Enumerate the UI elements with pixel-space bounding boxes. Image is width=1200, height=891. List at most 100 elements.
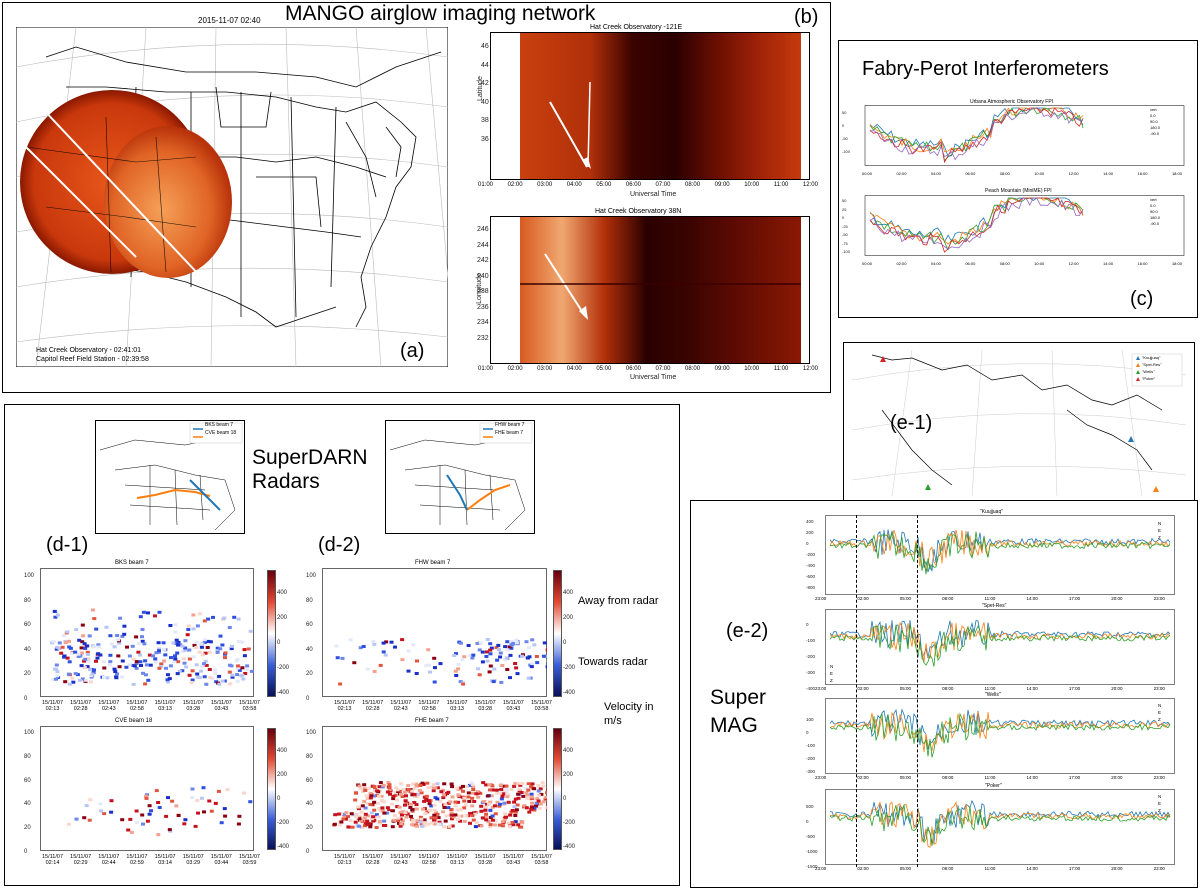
radar-cell [541, 784, 546, 788]
radar-cell [395, 788, 400, 792]
radar-cell [484, 783, 489, 787]
radar-cell [521, 794, 526, 798]
radar-cell [157, 806, 162, 809]
radar-cell [88, 680, 93, 684]
radar-cell [368, 803, 373, 806]
radar-cell [109, 799, 114, 803]
radar-cell [462, 796, 467, 800]
radar-cell [400, 819, 405, 823]
radar-cell [180, 644, 185, 648]
radar-cell [423, 812, 428, 815]
radar-cell [385, 790, 390, 794]
radar-cell [98, 653, 103, 657]
radar-cell [456, 667, 461, 671]
radar-cell [506, 800, 511, 804]
radar-cell [534, 801, 539, 805]
radar-cell [162, 659, 167, 663]
radar-cell [413, 794, 417, 798]
fpi-trace [869, 197, 1084, 250]
radar-cell [108, 660, 113, 664]
radar-cell [156, 833, 161, 837]
radar-cell [127, 654, 132, 658]
radar-cell [174, 638, 179, 642]
radar-cell [398, 792, 403, 796]
radar-cell [387, 788, 392, 792]
radar-cell [406, 788, 411, 791]
radar-cell [507, 645, 512, 649]
radar-cell [437, 822, 442, 826]
radar-cell [183, 818, 188, 822]
radar-cell [219, 821, 224, 825]
radar-cell [472, 800, 477, 803]
radar-cell [202, 675, 207, 679]
radar-cell [441, 825, 446, 829]
radar-cell [529, 797, 534, 801]
radar-cell [223, 651, 228, 655]
radar-cell [177, 669, 182, 673]
event-marker-2 [917, 515, 918, 867]
radar-cell [198, 643, 203, 647]
radar-cell [114, 676, 119, 680]
radar-cell [498, 651, 503, 655]
radar-cell [475, 642, 480, 645]
radar-cell [479, 824, 484, 828]
radar-cell [235, 666, 240, 670]
radar-cell [508, 676, 512, 680]
radar-cell [450, 817, 454, 821]
map-caption-2: Capitol Reef Field Station - 02:39:58 [36, 356, 149, 363]
radar-cell [108, 634, 113, 638]
radar-cell [391, 797, 396, 801]
radar-cell [536, 784, 541, 787]
radar-cell [335, 656, 340, 660]
radar-cell [65, 656, 70, 660]
radar-cell [202, 810, 206, 814]
radar-cell [353, 820, 358, 824]
radar-cell [499, 680, 504, 684]
radar-cell [163, 653, 168, 657]
radar-cell [431, 783, 436, 786]
radar-cell [387, 786, 392, 790]
radar-cell [153, 659, 158, 663]
radar-cell [117, 641, 122, 645]
radar-cell [151, 654, 155, 658]
radar-cell [428, 670, 432, 674]
radar-cell [424, 794, 429, 798]
radar-cell [67, 660, 72, 664]
radar-cell [432, 822, 437, 826]
radar-cell [368, 796, 373, 800]
radar-cell [227, 670, 232, 674]
radar-cell [209, 809, 214, 813]
radar-cell [469, 781, 474, 785]
radar-cell [490, 814, 495, 818]
radar-cell [173, 630, 178, 634]
radar-cell [410, 823, 415, 827]
radar-cell [240, 666, 245, 670]
radar-cell [375, 789, 380, 793]
radar-cell [377, 806, 382, 810]
radar-cell [372, 808, 377, 812]
radar-cell [210, 676, 215, 680]
radar-cell [120, 659, 125, 663]
radar-cell [422, 821, 427, 825]
radar-cell [92, 668, 96, 672]
panel-label-c: (c) [1130, 288, 1154, 310]
radar-cell [242, 791, 247, 795]
radar-cell [184, 665, 189, 669]
radar-cell [194, 645, 199, 649]
radar-cell [134, 635, 139, 639]
radar-cell [515, 803, 520, 807]
radar-cell [432, 803, 437, 807]
radar-cell [501, 792, 506, 796]
radar-cell [191, 627, 196, 631]
radar-cell [441, 793, 446, 797]
radar-cell [488, 664, 493, 668]
radar-cell [506, 793, 511, 797]
radar-cell [530, 801, 534, 805]
radar-cell [76, 652, 81, 656]
radar-cell [487, 783, 492, 787]
radar-cell [509, 643, 514, 647]
radar-cell [205, 646, 210, 649]
radar-cell [91, 645, 96, 649]
radar-cell [476, 667, 481, 671]
radar-cell [365, 667, 370, 671]
